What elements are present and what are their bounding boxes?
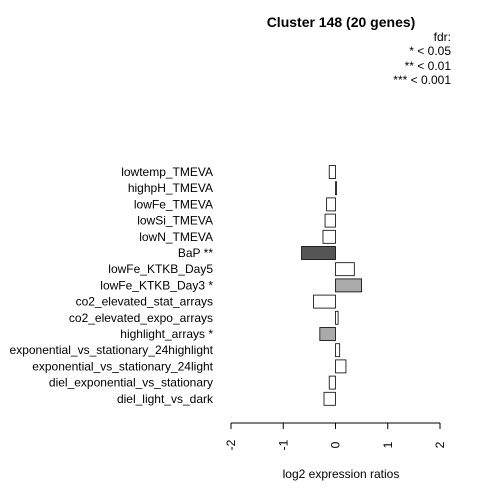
category-label-5: lowN_TMEVA [139,230,213,244]
bar-4 [324,213,336,228]
category-labels: lowtemp_TMEVA highpH_TMEVA lowFe_TMEVA lowS… [10,165,214,406]
category-label-14: diel_exponential_vs_stationary [49,376,213,390]
bar-10 [335,310,339,325]
legend-entry-1: * < 0.05 [409,44,451,58]
legend-entry-3: *** < 0.001 [393,73,451,87]
category-label-4: lowSi_TMEVA [137,214,213,228]
category-label-8: lowFe_KTKB_Day3 * [100,278,213,292]
category-label-15: diel_light_vs_dark [117,392,214,406]
category-label-11: highlight_arrays * [120,327,213,341]
legend-title: fdr: [434,30,451,44]
legend: fdr: * < 0.05 ** < 0.01 *** < 0.001 [393,30,451,87]
bar-12 [335,343,341,358]
bar-13 [335,359,347,374]
x-axis-label: log2 expression ratios [283,467,400,481]
bar-1 [328,165,336,179]
category-label-7: lowFe_KTKB_Day5 [108,262,213,276]
category-label-9: co2_elevated_stat_arrays [76,295,213,309]
chart-title: Cluster 148 (20 genes) [267,14,416,30]
category-label-12: exponential_vs_stationary_24highlight [10,343,214,357]
bar-7 [335,262,355,277]
bar-2 [335,181,337,196]
category-label-2: highpH_TMEVA [128,181,213,195]
bar-3 [326,197,336,212]
x-tick-label-5: 2 [433,441,447,448]
x-axis: -2 -1 0 1 2 [224,422,447,450]
x-tick-label-2: -1 [276,439,290,450]
bar-9 [313,294,336,309]
category-label-10: co2_elevated_expo_arrays [69,311,213,325]
bar-11 [319,327,336,341]
x-tick-label-1: -2 [224,439,238,450]
legend-entry-2: ** < 0.01 [405,59,452,73]
bars [301,165,363,406]
bar-6 [301,246,336,260]
bar-15 [323,391,336,406]
category-label-3: lowFe_TMEVA [134,197,213,211]
bar-8 [335,278,363,293]
category-label-13: exponential_vs_stationary_24light [32,359,213,373]
bar-5 [322,229,336,244]
x-tick-label-4: 1 [381,441,395,448]
category-label-1: lowtemp_TMEVA [121,165,213,179]
category-label-6: BaP ** [178,246,213,260]
x-tick-label-3: 0 [329,441,343,448]
bar-14 [328,375,336,390]
